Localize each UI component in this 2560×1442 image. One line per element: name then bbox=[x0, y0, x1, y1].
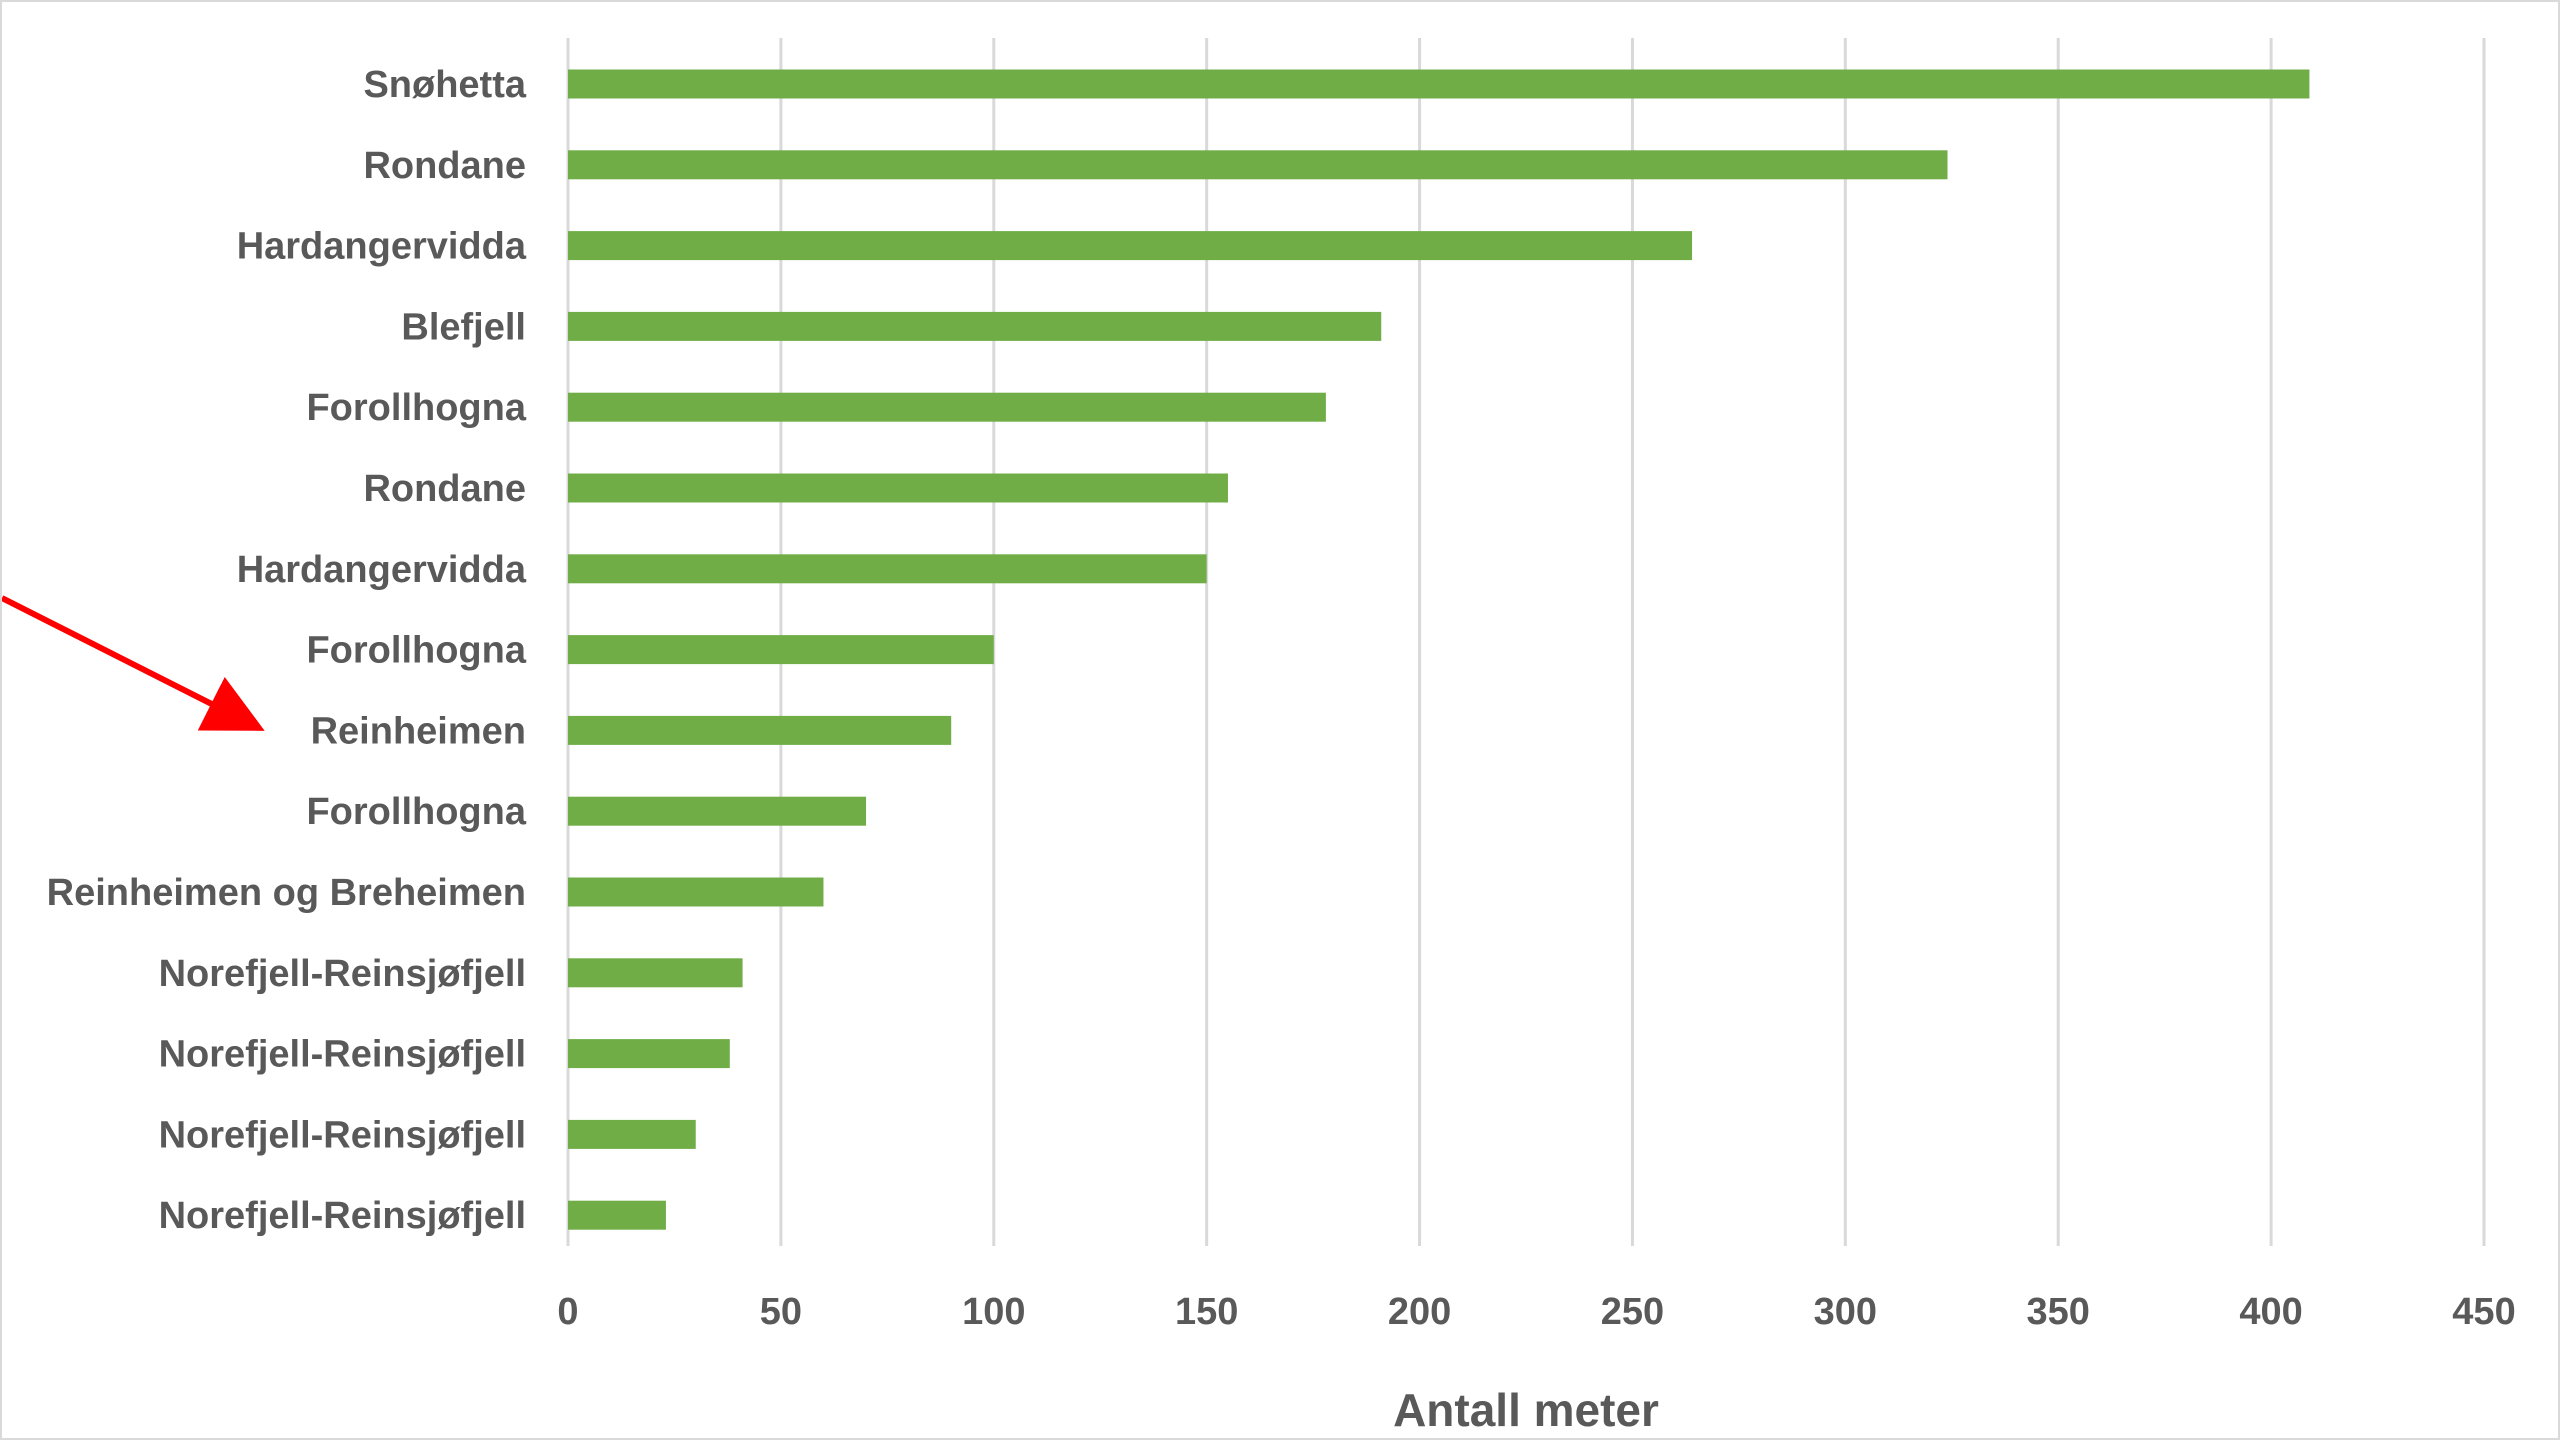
category-label: Norefjell-Reinsjøfjell bbox=[159, 1195, 526, 1237]
category-label: Norefjell-Reinsjøfjell bbox=[159, 1034, 526, 1076]
bar bbox=[568, 69, 2310, 99]
x-tick-label: 300 bbox=[1814, 1291, 1877, 1333]
bar bbox=[568, 1200, 666, 1230]
category-label: Hardangervidda bbox=[237, 226, 527, 268]
x-axis-title: Antall meter bbox=[1393, 1384, 1659, 1436]
category-label: Forollhogna bbox=[306, 791, 526, 833]
bar bbox=[568, 392, 1326, 422]
bar bbox=[568, 958, 743, 988]
x-tick-label: 0 bbox=[557, 1291, 578, 1333]
category-label: Forollhogna bbox=[306, 387, 526, 429]
bar bbox=[568, 796, 867, 826]
bar bbox=[568, 1119, 696, 1149]
x-tick-label: 50 bbox=[760, 1291, 802, 1333]
x-tick-label: 250 bbox=[1601, 1291, 1664, 1333]
category-label: Reinheimen og Breheimen bbox=[47, 872, 526, 914]
category-label: Norefjell-Reinsjøfjell bbox=[159, 953, 526, 995]
category-label: Reinheimen bbox=[311, 710, 526, 752]
bar bbox=[568, 1039, 730, 1069]
bar bbox=[568, 231, 1693, 261]
x-tick-label: 400 bbox=[2239, 1291, 2302, 1333]
x-tick-label: 350 bbox=[2027, 1291, 2090, 1333]
red-arrow-annotation bbox=[2, 595, 265, 731]
category-label: Blefjell bbox=[401, 306, 526, 348]
bar bbox=[568, 311, 1382, 341]
x-tick-label: 150 bbox=[1175, 1291, 1238, 1333]
x-tick-label: 100 bbox=[962, 1291, 1025, 1333]
bar bbox=[568, 554, 1207, 584]
bar bbox=[568, 150, 1948, 180]
category-label: Rondane bbox=[363, 468, 526, 510]
bar bbox=[568, 715, 952, 745]
category-label: Hardangervidda bbox=[237, 549, 527, 591]
x-tick-label: 450 bbox=[2452, 1291, 2515, 1333]
bars bbox=[568, 69, 2310, 1230]
category-label: Rondane bbox=[363, 145, 526, 187]
category-label: Forollhogna bbox=[306, 630, 526, 672]
category-labels: Snøhetta Rondane Hardangervidda Blefjell For… bbox=[47, 64, 527, 1237]
bar bbox=[568, 635, 994, 665]
category-label: Norefjell-Reinsjøfjell bbox=[159, 1114, 526, 1156]
x-tick-label: 200 bbox=[1388, 1291, 1451, 1333]
category-label: Snøhetta bbox=[363, 64, 526, 106]
bar bbox=[568, 877, 824, 907]
x-tick-labels: 0 50 100 150 200 250 300 350 400 450 bbox=[557, 1291, 2515, 1333]
bar bbox=[568, 473, 1228, 503]
